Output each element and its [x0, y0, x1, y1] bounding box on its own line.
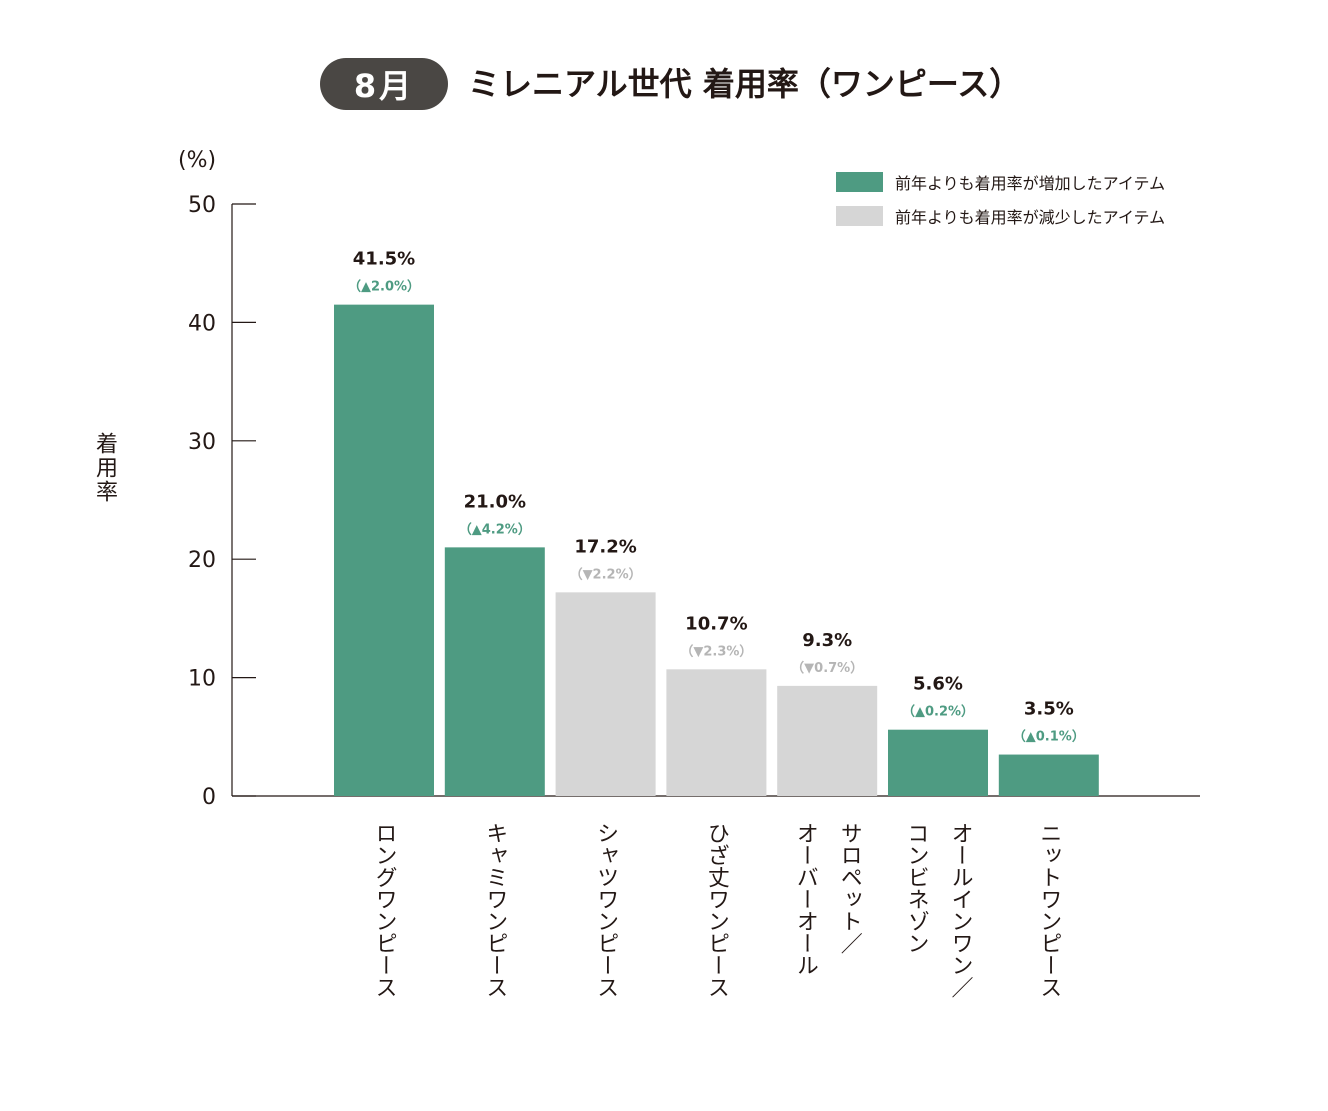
y-tick-label: 30 — [188, 430, 216, 455]
category-label: オーバーオール — [793, 822, 818, 976]
category-label: サロペット／ — [837, 822, 863, 954]
legend-label-decrease: 前年よりも着用率が減少したアイテム — [895, 208, 1166, 227]
legend: 前年よりも着用率が増加したアイテム 前年よりも着用率が減少したアイテム — [836, 170, 1165, 238]
category-label: シャツワンピース — [593, 822, 618, 998]
legend-item-increase: 前年よりも着用率が増加したアイテム — [836, 170, 1165, 194]
chart-title: ミレニアル世代 着用率（ワンピース） — [468, 65, 1022, 103]
y-tick-label: 50 — [188, 193, 216, 218]
legend-swatch-increase — [836, 172, 883, 192]
data-label: 3.5% — [1024, 699, 1074, 720]
change-label: （▼0.7%） — [791, 660, 863, 676]
bar — [888, 729, 988, 796]
category-label: ロングワンピース — [372, 822, 397, 998]
legend-label-increase: 前年よりも着用率が増加したアイテム — [895, 174, 1166, 193]
change-label: （▲0.1%） — [1013, 729, 1085, 745]
bar — [334, 304, 434, 796]
data-label: 9.3% — [802, 630, 852, 651]
category-label: キャミワンピース — [482, 822, 507, 998]
data-label: 5.6% — [913, 674, 963, 695]
data-label: 17.2% — [574, 536, 636, 557]
y-tick-label: 20 — [188, 548, 216, 573]
legend-item-decrease: 前年よりも着用率が減少したアイテム — [836, 204, 1165, 228]
legend-swatch-decrease — [836, 206, 883, 226]
bar — [555, 592, 656, 796]
data-label: 21.0% — [464, 491, 526, 512]
change-label: （▲0.2%） — [902, 704, 974, 720]
change-label: （▲4.2%） — [459, 521, 531, 537]
y-axis-label: 着用率 — [92, 432, 117, 504]
category-label: オールインワン／ — [948, 822, 974, 998]
change-label: （▲2.0%） — [348, 279, 420, 295]
data-label: 41.5% — [353, 249, 415, 270]
y-tick-label: 0 — [202, 785, 216, 810]
y-tick-label: 40 — [188, 311, 216, 336]
change-label: （▼2.3%） — [680, 643, 752, 659]
bar — [998, 754, 1099, 796]
category-label: ニットワンピース — [1036, 822, 1061, 998]
category-label: コンビネゾン — [904, 822, 929, 954]
y-tick-label: 10 — [188, 667, 216, 692]
bar — [777, 685, 878, 796]
data-label: 10.7% — [685, 613, 747, 634]
bar — [666, 669, 767, 796]
category-label: ひざ丈ワンピース — [704, 822, 729, 998]
month-badge: 8月 — [320, 58, 448, 110]
y-axis-unit: (%) — [178, 148, 217, 173]
bar — [444, 547, 545, 796]
change-label: （▼2.2%） — [570, 566, 642, 582]
